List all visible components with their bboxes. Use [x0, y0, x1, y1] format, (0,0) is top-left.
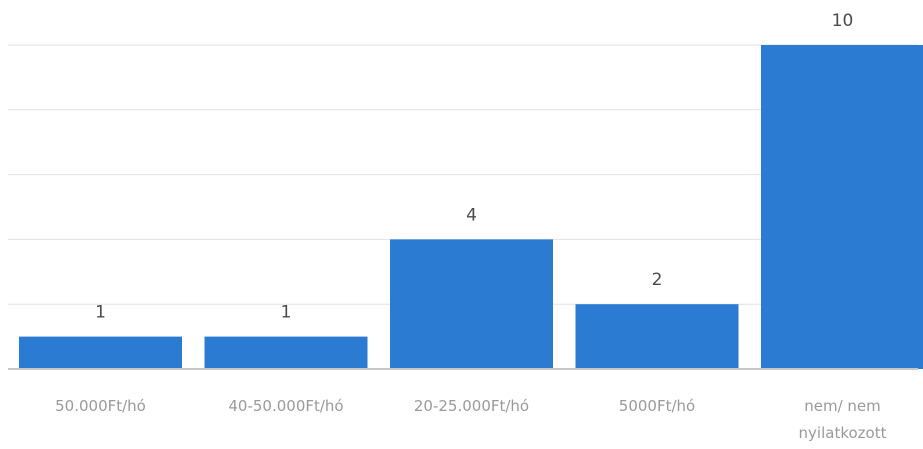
- category-label-line: 20-25.000Ft/hó: [414, 397, 529, 415]
- data-label: 1: [281, 303, 292, 323]
- category-label-line: nem/ nem: [804, 397, 881, 415]
- category-label: nem/ nem nyilatkozott: [799, 397, 887, 442]
- category-label-line: nyilatkozott: [799, 424, 887, 442]
- data-label: 1: [95, 303, 106, 323]
- data-labels: 1 1 4 2 10: [95, 11, 853, 323]
- category-label: 40-50.000Ft/hó: [228, 397, 343, 415]
- category-label-line: 40-50.000Ft/hó: [228, 397, 343, 415]
- category-label-line: 5000Ft/hó: [619, 397, 695, 415]
- bar: [390, 239, 553, 369]
- category-label: 50.000Ft/hó: [55, 397, 146, 415]
- bar: [204, 336, 368, 369]
- data-label: 2: [652, 270, 663, 290]
- category-label: 5000Ft/hó: [619, 397, 695, 415]
- category-label-line: 50.000Ft/hó: [55, 397, 146, 415]
- bar: [761, 45, 923, 369]
- data-label: 10: [832, 11, 854, 31]
- category-labels: 50.000Ft/hó 40-50.000Ft/hó 20-25.000Ft/hó 5…: [55, 397, 886, 442]
- bar: [575, 304, 739, 369]
- category-label: 20-25.000Ft/hó: [414, 397, 529, 415]
- bars: [19, 45, 923, 369]
- data-label: 4: [466, 205, 477, 225]
- bar: [19, 336, 182, 369]
